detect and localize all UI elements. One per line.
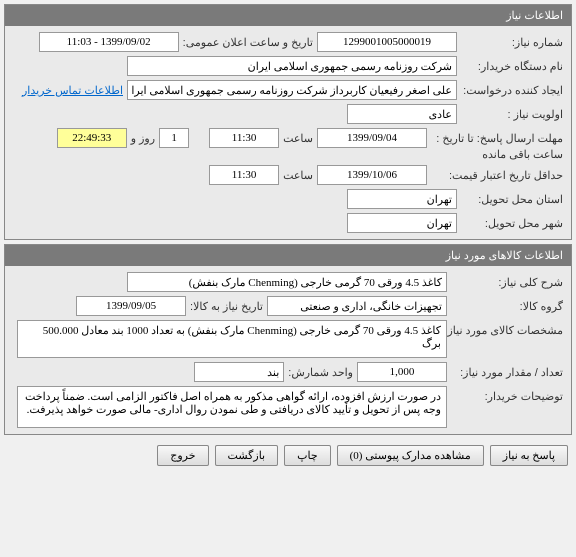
- need-info-header: اطلاعات نیاز: [5, 5, 571, 26]
- time-label-1: ساعت: [279, 132, 317, 145]
- remaining-label: ساعت باقی مانده: [478, 148, 567, 161]
- priority-input[interactable]: [347, 104, 457, 124]
- row-need-no: شماره نیاز: تاریخ و ساعت اعلان عمومی:: [9, 30, 567, 54]
- button-row: پاسخ به نیاز مشاهده مدارک پیوستی (0) چاپ…: [0, 439, 576, 472]
- contact-link[interactable]: اطلاعات تماس خریدار: [18, 84, 127, 97]
- reply-deadline-date[interactable]: [317, 128, 427, 148]
- product-need-date-input[interactable]: [76, 296, 186, 316]
- need-no-label: شماره نیاز:: [457, 36, 567, 49]
- reply-deadline-time[interactable]: [209, 128, 279, 148]
- priority-label: اولویت نیاز :: [457, 108, 567, 121]
- days-label: روز و: [127, 132, 159, 145]
- row-product-group: گروه کالا: تاریخ نیاز به کالا:: [9, 294, 567, 318]
- general-desc-input[interactable]: [127, 272, 447, 292]
- buyer-org-label: نام دستگاه خریدار:: [457, 60, 567, 73]
- row-price-validity: حداقل تاریخ اعتبار قیمت: ساعت: [9, 163, 567, 187]
- need-info-section: اطلاعات نیاز شماره نیاز: تاریخ و ساعت اع…: [4, 4, 572, 240]
- remaining-time[interactable]: [57, 128, 127, 148]
- requester-input[interactable]: [127, 80, 457, 100]
- product-spec-input[interactable]: [17, 320, 447, 358]
- exit-button[interactable]: خروج: [157, 445, 208, 466]
- general-desc-label: شرح کلی نیاز:: [447, 276, 567, 289]
- row-product-spec: مشخصات کالای مورد نیاز:: [9, 318, 567, 360]
- buyer-notes-input[interactable]: [17, 386, 447, 428]
- product-spec-label: مشخصات کالای مورد نیاز:: [447, 320, 567, 337]
- product-info-body: شرح کلی نیاز: گروه کالا: تاریخ نیاز به ک…: [5, 266, 571, 434]
- row-qty: تعداد / مقدار مورد نیاز: واحد شمارش:: [9, 360, 567, 384]
- row-buyer-org: نام دستگاه خریدار:: [9, 54, 567, 78]
- delivery-city-input[interactable]: [347, 213, 457, 233]
- announce-dt-label: تاریخ و ساعت اعلان عمومی:: [179, 36, 317, 49]
- need-info-body: شماره نیاز: تاریخ و ساعت اعلان عمومی: نا…: [5, 26, 571, 239]
- row-priority: اولویت نیاز :: [9, 102, 567, 126]
- row-buyer-notes: توضیحات خریدار:: [9, 384, 567, 430]
- price-validity-time[interactable]: [209, 165, 279, 185]
- reply-button[interactable]: پاسخ به نیاز: [490, 445, 568, 466]
- need-no-input[interactable]: [317, 32, 457, 52]
- requester-label: ایجاد کننده درخواست:: [457, 84, 567, 97]
- time-label-2: ساعت: [279, 169, 317, 182]
- row-general-desc: شرح کلی نیاز:: [9, 270, 567, 294]
- announce-dt-input[interactable]: [39, 32, 179, 52]
- print-button[interactable]: چاپ: [284, 445, 331, 466]
- buyer-org-input[interactable]: [127, 56, 457, 76]
- unit-label: واحد شمارش:: [284, 366, 357, 379]
- product-group-input[interactable]: [267, 296, 447, 316]
- attachments-button[interactable]: مشاهده مدارک پیوستی (0): [337, 445, 484, 466]
- qty-input[interactable]: [357, 362, 447, 382]
- back-button[interactable]: بازگشت: [215, 445, 279, 466]
- price-validity-label: حداقل تاریخ اعتبار قیمت:: [427, 169, 567, 182]
- days-count[interactable]: [159, 128, 189, 148]
- delivery-province-label: استان محل تحویل:: [457, 193, 567, 206]
- product-info-section: اطلاعات کالاهای مورد نیاز شرح کلی نیاز: …: [4, 244, 572, 435]
- price-validity-date[interactable]: [317, 165, 427, 185]
- product-info-header: اطلاعات کالاهای مورد نیاز: [5, 245, 571, 266]
- delivery-province-input[interactable]: [347, 189, 457, 209]
- row-requester: ایجاد کننده درخواست: اطلاعات تماس خریدار: [9, 78, 567, 102]
- delivery-city-label: شهر محل تحویل:: [457, 217, 567, 230]
- qty-label: تعداد / مقدار مورد نیاز:: [447, 366, 567, 379]
- row-delivery-city: شهر محل تحویل:: [9, 211, 567, 235]
- reply-deadline-label: مهلت ارسال پاسخ: تا تاریخ :: [427, 132, 567, 145]
- row-reply-deadline: مهلت ارسال پاسخ: تا تاریخ : ساعت روز و س…: [9, 126, 567, 163]
- buyer-notes-label: توضیحات خریدار:: [447, 386, 567, 403]
- unit-input[interactable]: [194, 362, 284, 382]
- product-need-date-label: تاریخ نیاز به کالا:: [186, 300, 267, 313]
- row-delivery-province: استان محل تحویل:: [9, 187, 567, 211]
- product-group-label: گروه کالا:: [447, 300, 567, 313]
